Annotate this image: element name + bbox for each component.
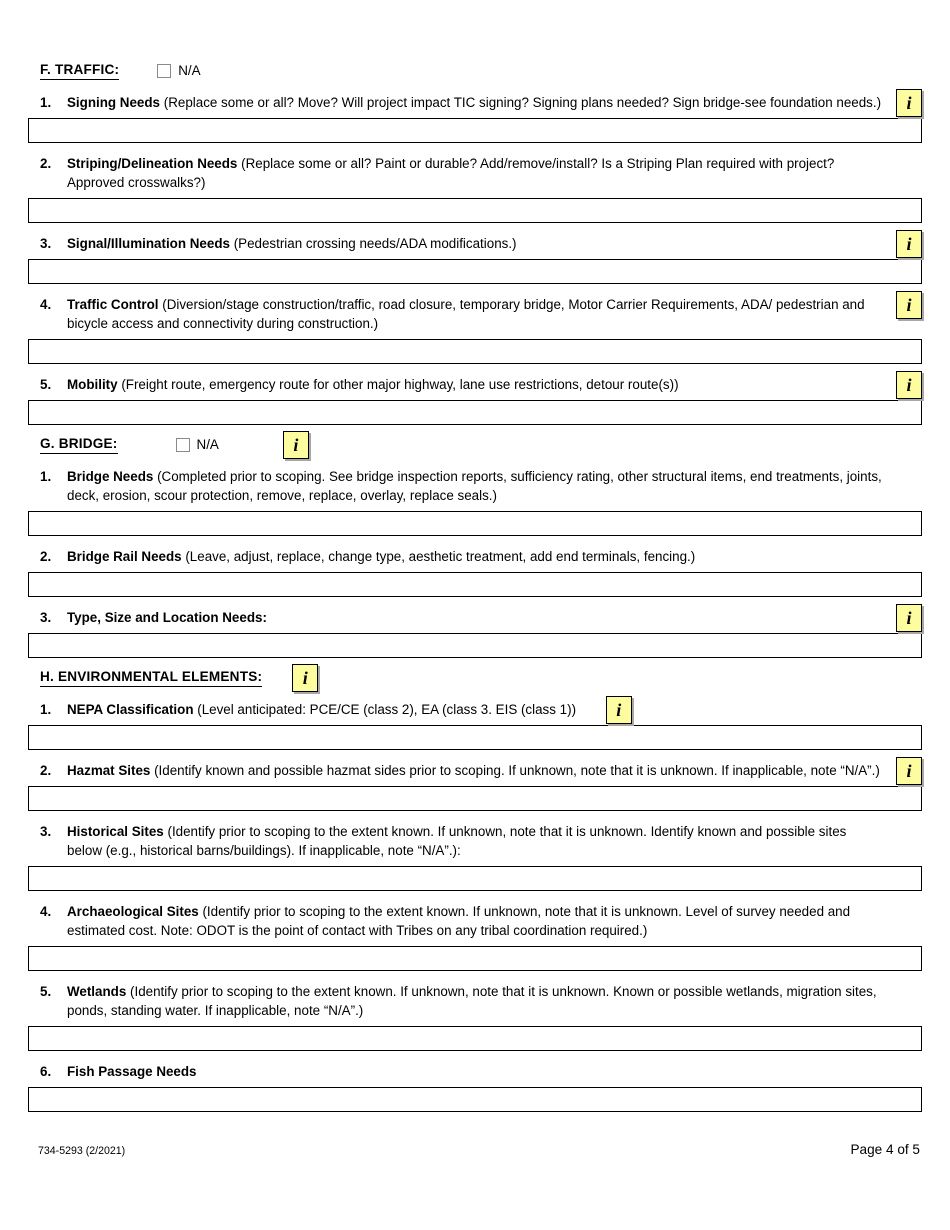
item-historical-sites: 3. Historical Sites (Identify prior to s… xyxy=(28,822,922,891)
info-icon[interactable]: i xyxy=(896,89,922,117)
section-traffic-title: F. TRAFFIC: xyxy=(40,62,120,80)
item-label: Fish Passage Needs xyxy=(67,1064,197,1079)
section-traffic-header: F. TRAFFIC: N/A xyxy=(28,62,922,80)
item-number: 6. xyxy=(40,1064,52,1079)
item-label: Bridge Rail Needs xyxy=(67,549,182,564)
item-label: Signing Needs xyxy=(67,95,161,110)
item-desc: (Level anticipated: PCE/CE (class 2), EA… xyxy=(197,702,577,717)
item-desc: (Identify prior to scoping to the extent… xyxy=(67,904,851,938)
hazmat-sites-input[interactable] xyxy=(28,786,922,811)
info-icon[interactable]: i xyxy=(896,757,922,785)
signing-needs-input[interactable] xyxy=(28,118,922,143)
wetlands-input[interactable] xyxy=(28,1026,922,1051)
item-type-size-location: 3. Type, Size and Location Needs: i xyxy=(28,604,922,658)
section-bridge-title: G. BRIDGE: xyxy=(40,436,118,454)
bridge-na-checkbox[interactable] xyxy=(175,437,190,452)
item-desc: (Identify prior to scoping to the extent… xyxy=(67,984,877,1018)
item-label: Striping/Delineation Needs xyxy=(67,156,238,171)
striping-delineation-input[interactable] xyxy=(28,198,922,223)
page-number: Page 4 of 5 xyxy=(850,1142,920,1157)
item-desc: (Leave, adjust, replace, change type, ae… xyxy=(185,549,696,564)
item-number: 1. xyxy=(40,95,52,110)
historical-sites-input[interactable] xyxy=(28,866,922,891)
section-environmental-title: H. ENVIRONMENTAL ELEMENTS: xyxy=(40,669,263,687)
item-label: Bridge Needs xyxy=(67,469,154,484)
item-hazmat-sites: 2. Hazmat Sites (Identify known and poss… xyxy=(28,757,922,811)
item-desc: (Replace some or all? Paint or durable? … xyxy=(67,156,835,190)
bridge-rail-input[interactable] xyxy=(28,572,922,597)
item-desc: (Freight route, emergency route for othe… xyxy=(121,377,679,392)
traffic-na-label: N/A xyxy=(178,63,201,78)
fish-passage-input[interactable] xyxy=(28,1087,922,1112)
form-number: 734-5293 (2/2021) xyxy=(38,1145,126,1157)
item-number: 3. xyxy=(40,236,52,251)
info-icon[interactable]: i xyxy=(605,696,632,725)
item-signal-illumination: 3. Signal/Illumination Needs (Pedestrian… xyxy=(28,230,922,284)
info-icon[interactable]: i xyxy=(896,371,922,399)
item-desc: (Identify known and possible hazmat side… xyxy=(154,763,880,778)
item-fish-passage-needs: 6. Fish Passage Needs xyxy=(28,1062,922,1112)
item-number: 2. xyxy=(40,156,52,171)
item-number: 5. xyxy=(40,984,52,999)
item-desc: (Replace some or all? Move? Will project… xyxy=(163,95,882,110)
item-label: Traffic Control xyxy=(67,297,159,312)
info-icon[interactable]: i xyxy=(292,663,319,692)
item-desc: (Completed prior to scoping. See bridge … xyxy=(67,469,882,503)
section-bridge-header: G. BRIDGE: N/A i xyxy=(28,430,922,459)
section-environmental-header: H. ENVIRONMENTAL ELEMENTS: i xyxy=(28,663,922,692)
item-signing-needs: 1. Signing Needs (Replace some or all? M… xyxy=(28,89,922,143)
item-label: Historical Sites xyxy=(67,824,164,839)
nepa-classification-input[interactable] xyxy=(28,725,922,750)
item-striping-delineation: 2. Striping/Delineation Needs (Replace s… xyxy=(28,154,922,223)
item-desc: (Diversion/stage construction/traffic, r… xyxy=(67,297,865,331)
traffic-control-input[interactable] xyxy=(28,339,922,364)
item-label: Mobility xyxy=(67,377,118,392)
type-size-location-input[interactable] xyxy=(28,633,922,658)
item-number: 4. xyxy=(40,904,52,919)
item-wetlands: 5. Wetlands (Identify prior to scoping t… xyxy=(28,982,922,1051)
item-desc: (Pedestrian crossing needs/ADA modificat… xyxy=(233,236,517,251)
bridge-na-label: N/A xyxy=(196,437,219,452)
item-bridge-rail-needs: 2. Bridge Rail Needs (Leave, adjust, rep… xyxy=(28,547,922,597)
item-nepa-classification: 1. NEPA Classification (Level anticipate… xyxy=(28,696,922,750)
item-number: 2. xyxy=(40,549,52,564)
item-label: Hazmat Sites xyxy=(67,763,151,778)
item-bridge-needs: 1. Bridge Needs (Completed prior to scop… xyxy=(28,467,922,536)
archaeological-sites-input[interactable] xyxy=(28,946,922,971)
item-label: Archaeological Sites xyxy=(67,904,199,919)
info-icon[interactable]: i xyxy=(896,291,922,319)
info-icon[interactable]: i xyxy=(282,430,309,459)
traffic-na-checkbox[interactable] xyxy=(157,63,172,78)
item-archaeological-sites: 4. Archaeological Sites (Identify prior … xyxy=(28,902,922,971)
item-traffic-control: 4. Traffic Control (Diversion/stage cons… xyxy=(28,291,922,364)
item-number: 4. xyxy=(40,297,52,312)
item-number: 3. xyxy=(40,610,52,625)
info-icon[interactable]: i xyxy=(896,230,922,258)
info-icon[interactable]: i xyxy=(896,604,922,632)
page-footer: 734-5293 (2/2021) Page 4 of 5 xyxy=(28,1142,922,1157)
item-label: Type, Size and Location Needs: xyxy=(67,610,267,625)
item-desc: (Identify prior to scoping to the extent… xyxy=(67,824,847,858)
item-label: Signal/Illumination Needs xyxy=(67,236,230,251)
item-mobility: 5. Mobility (Freight route, emergency ro… xyxy=(28,371,922,425)
item-number: 2. xyxy=(40,763,52,778)
signal-illumination-input[interactable] xyxy=(28,259,922,284)
item-number: 1. xyxy=(40,702,52,717)
item-number: 3. xyxy=(40,824,52,839)
bridge-needs-input[interactable] xyxy=(28,511,922,536)
mobility-input[interactable] xyxy=(28,400,922,425)
item-label: Wetlands xyxy=(67,984,127,999)
item-number: 1. xyxy=(40,469,52,484)
item-number: 5. xyxy=(40,377,52,392)
item-label: NEPA Classification xyxy=(67,702,194,717)
